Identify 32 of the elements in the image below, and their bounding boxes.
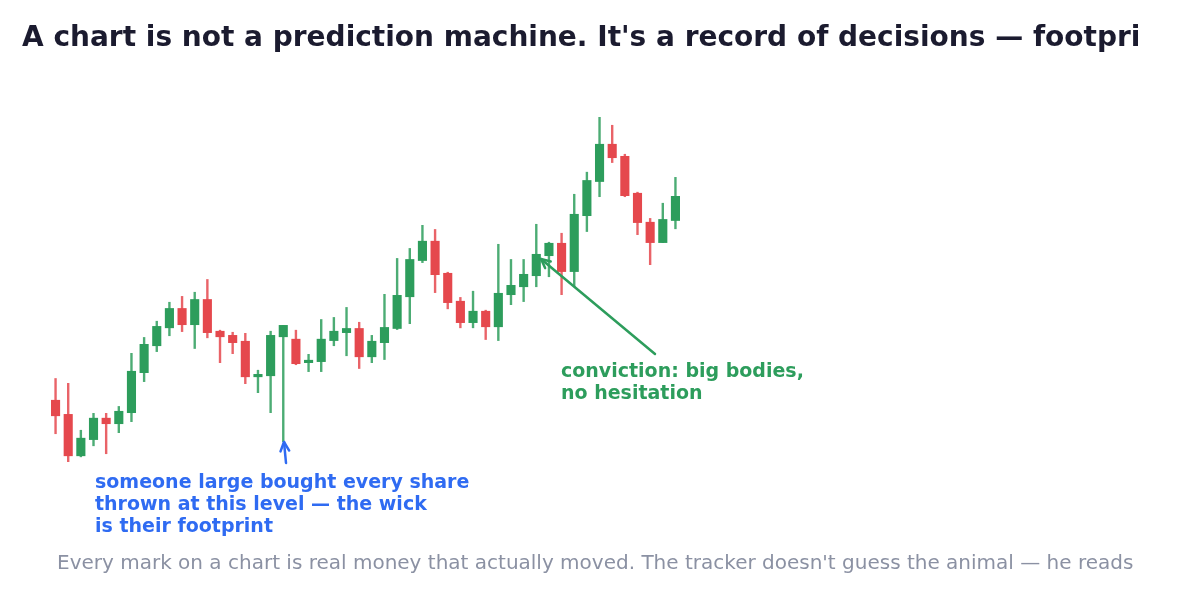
candlestick xyxy=(455,295,465,330)
candlestick xyxy=(88,411,99,448)
candlestick xyxy=(519,257,529,304)
candlestick xyxy=(379,292,390,362)
candlestick xyxy=(177,294,187,334)
candlestick xyxy=(316,317,326,374)
candlestick xyxy=(367,333,377,365)
candlestick xyxy=(152,319,162,354)
candlestick xyxy=(253,368,263,395)
annotation: someone large bought every share thrown at this level — the wick is their footprint xyxy=(95,470,470,537)
candlestick xyxy=(76,428,86,459)
candlestick xyxy=(481,308,491,342)
candlestick xyxy=(164,300,174,338)
candlestick xyxy=(658,201,668,245)
candlestick xyxy=(51,376,61,436)
candlestick xyxy=(101,411,111,456)
candlestick xyxy=(304,352,314,374)
candlestick xyxy=(114,404,124,435)
chart-title: A chart is not a prediction machine. It's a record of decisions — footpri xyxy=(22,20,1141,53)
candlestick xyxy=(329,315,339,348)
candlestick xyxy=(417,223,427,265)
candlestick xyxy=(468,289,478,330)
annotation: conviction: big bodies, no hesitation xyxy=(561,359,804,404)
candlestick xyxy=(506,257,516,307)
candlestick xyxy=(607,123,617,165)
text: Every mark on a chart is real money that actually moved. The tracker doesn't guess the animal — he reads xyxy=(57,550,1134,574)
candlestick xyxy=(341,305,352,358)
candlestick xyxy=(215,328,225,365)
candlestick xyxy=(531,222,541,289)
candlestick xyxy=(645,216,655,267)
candlestick xyxy=(228,330,238,356)
candlestick xyxy=(544,240,554,279)
